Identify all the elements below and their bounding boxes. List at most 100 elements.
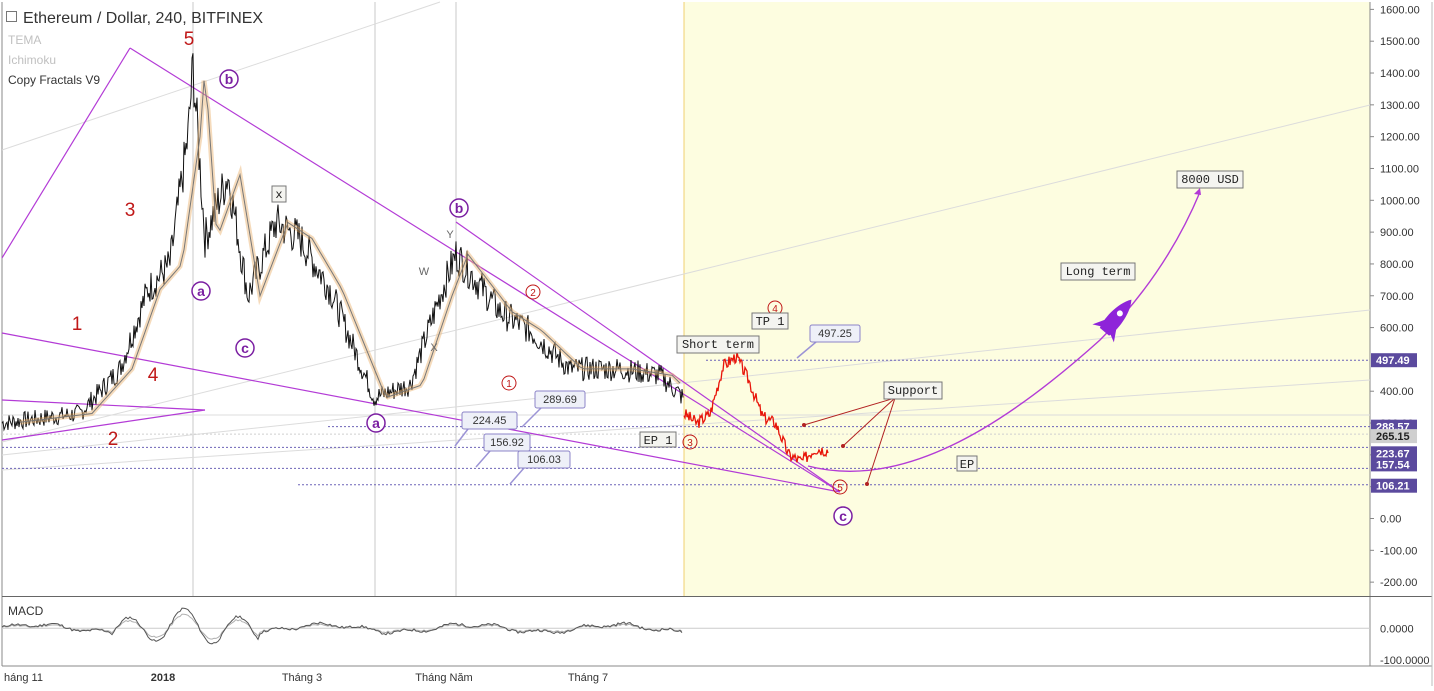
macd-axis-tick-label: 0.0000 <box>1380 623 1414 635</box>
annotation-box <box>639 431 677 448</box>
callout-value: 497.25 <box>818 328 852 340</box>
price-axis-tick-label: 1100.00 <box>1380 163 1419 175</box>
macd-axis-tick-label: -100.0000 <box>1380 655 1430 667</box>
wave-label-primary: 2 <box>108 429 119 450</box>
support-arrow <box>842 397 896 447</box>
wedge-boundary-line <box>1 332 841 493</box>
price-scale-tag-label: 157.54 <box>1376 459 1411 471</box>
callout-pointer <box>509 467 525 485</box>
wave-minor-label: 4 <box>772 304 778 315</box>
price-axis-tick-label: 600.00 <box>1380 323 1414 335</box>
price-axis-tick-label: 1300.00 <box>1380 100 1420 112</box>
price-scale-tag-label: 106.21 <box>1376 481 1410 493</box>
wave-minor-circle <box>682 434 698 450</box>
indicator-copy-fractals[interactable]: Copy Fractals V9 <box>8 73 101 87</box>
wedge-boundary-line <box>1 409 206 441</box>
callout-pointer <box>796 341 817 359</box>
faint-trend-line <box>1 104 1371 443</box>
indicator-tema[interactable]: TEMA <box>8 33 42 47</box>
annotation-text: 8000 USD <box>1181 173 1239 187</box>
price-axis-tick-label: 900.00 <box>1380 227 1414 239</box>
wave-wxy-label: X <box>430 342 438 354</box>
price-axis-tick-label: 1600.00 <box>1380 4 1420 16</box>
wedge-boundary-line <box>1 399 206 411</box>
wave-abc-label: a <box>197 283 205 299</box>
price-axis-tick-label: 1500.00 <box>1380 36 1420 48</box>
cloud-overlay <box>19 80 682 425</box>
time-axis-tick-label: Tháng 7 <box>568 672 608 684</box>
wave-abc-circle <box>366 413 386 433</box>
callout-box <box>461 411 518 430</box>
time-axis-tick-label: 2018 <box>151 672 175 684</box>
price-axis-tick-label: 1000.00 <box>1380 195 1420 207</box>
price-scale-tag-label: 265.15 <box>1376 431 1410 443</box>
wave-abc-label: b <box>455 200 464 216</box>
long-term-curve <box>807 191 1201 472</box>
chart-title: Ethereum / Dollar, 240, BITFINEX <box>6 10 263 28</box>
callout-box <box>809 324 861 343</box>
price-axis-tick-label: 800.00 <box>1380 259 1414 271</box>
callout-value: 156.92 <box>490 437 524 449</box>
callout-pointer <box>475 450 491 468</box>
rocket-body <box>1099 299 1132 336</box>
rocket-window <box>1116 310 1123 317</box>
wave-minor-label: 5 <box>837 483 843 494</box>
callout-box <box>517 450 571 469</box>
annotation-box <box>1176 170 1244 189</box>
rocket-fins <box>1092 318 1117 343</box>
price-axis-tick-label: -100.00 <box>1380 545 1417 557</box>
annotation-box <box>751 312 789 330</box>
annotation-box <box>1060 262 1136 281</box>
annotation-text: EP <box>960 458 974 472</box>
wave-abc-circle <box>219 69 239 89</box>
wave-label-primary: 3 <box>125 200 136 221</box>
indicator-ichimoku[interactable]: Ichimoku <box>8 53 57 67</box>
time-axis-tick-label: Tháng Năm <box>415 672 472 684</box>
wave-abc-circle <box>833 506 853 526</box>
annotation-text: EP 1 <box>644 434 673 448</box>
annotation-text: Long term <box>1066 265 1131 279</box>
support-arrow <box>803 397 896 426</box>
annotation-text: Support <box>888 384 938 398</box>
support-arrow-head <box>865 482 869 486</box>
forecast-zone-background <box>684 2 1370 596</box>
annotation-box <box>883 381 943 400</box>
callout-pointer <box>521 407 542 428</box>
rocket-icon <box>1092 299 1132 343</box>
price-scale-tag <box>1371 429 1417 444</box>
price-scale-tag <box>1371 457 1417 472</box>
wave-label-primary: 4 <box>148 365 159 386</box>
price-axis-tick-label: 0.00 <box>1380 514 1401 526</box>
time-axis-tick-label: Tháng 3 <box>282 672 322 684</box>
price-scale-tag-label: 223.67 <box>1376 448 1410 460</box>
wave-label-primary: 1 <box>72 314 83 335</box>
faint-trend-line <box>1 379 1371 471</box>
callout-box <box>483 433 531 452</box>
price-axis-tick-label: 700.00 <box>1380 291 1414 303</box>
price-scale-tag <box>1371 478 1417 493</box>
wave-abc-label: c <box>839 508 847 524</box>
wave-abc-circle <box>449 198 469 218</box>
annotation-box <box>956 455 978 472</box>
wedge-boundary-line <box>129 47 841 493</box>
wave-abc-label: b <box>225 71 234 87</box>
wedge-boundary-line <box>455 221 841 493</box>
wave-minor-circle <box>832 479 848 495</box>
callout-value: 224.45 <box>473 415 507 427</box>
long-term-arrowhead <box>1194 188 1201 195</box>
wave-minor-label: 2 <box>530 288 536 299</box>
wave-minor-circle <box>525 284 541 300</box>
wedge-boundary-line <box>1 47 131 259</box>
macd-label[interactable]: MACD <box>8 604 44 618</box>
callout-box <box>534 390 586 409</box>
price-axis-tick-label: 400.00 <box>1380 386 1414 398</box>
wave-minor-label: 1 <box>506 379 512 390</box>
wave-minor-label: 3 <box>687 438 693 449</box>
wave-wxy-label: Y <box>446 229 454 241</box>
wave-minor-circle <box>501 375 517 391</box>
collapse-legend-icon[interactable] <box>6 11 17 22</box>
support-arrow-head <box>802 423 806 427</box>
projection-price-line <box>683 351 829 463</box>
